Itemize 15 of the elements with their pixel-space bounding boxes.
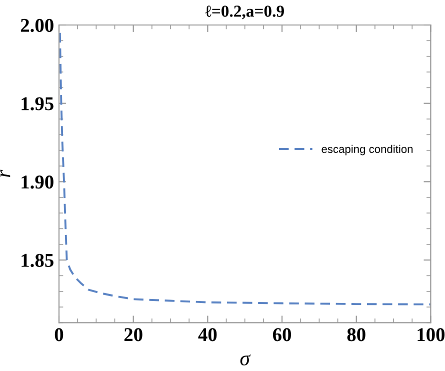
line-series [59, 32, 431, 306]
y-axis-title: r [0, 170, 10, 178]
y-tick-label: 1.90 [22, 176, 54, 189]
x-tick-label: 100 [418, 328, 445, 342]
x-tick-label: 40 [198, 328, 217, 342]
y-tick-label: 1.95 [22, 97, 54, 110]
legend-label: escaping condition [322, 144, 413, 156]
chart-title: ℓ=0.2,a=0.9 [205, 6, 284, 20]
x-tick-label: 0 [54, 328, 64, 342]
x-tick-label: 60 [272, 328, 291, 342]
x-tick-label: 80 [347, 328, 366, 342]
x-axis-title: σ [240, 354, 251, 366]
y-tick-label: 2.00 [20, 18, 54, 32]
y-tick-label: 1.85 [22, 254, 54, 268]
x-tick-label: 20 [124, 328, 142, 342]
